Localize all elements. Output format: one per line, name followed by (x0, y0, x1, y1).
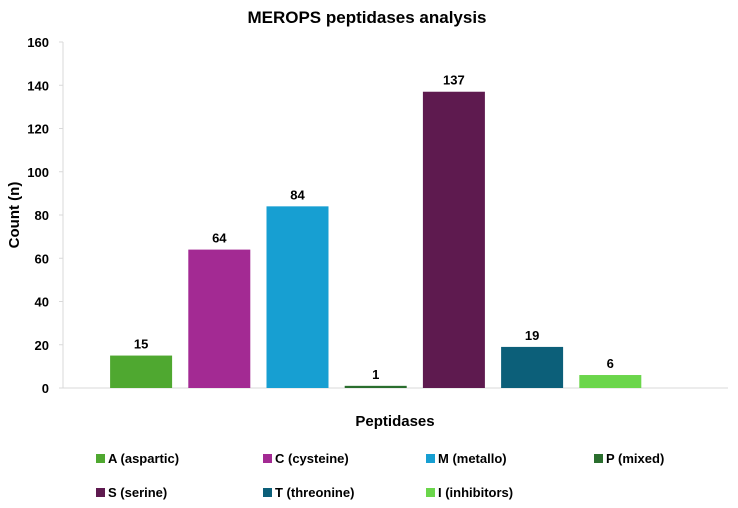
bar-c (188, 249, 251, 388)
y-tick-label: 40 (35, 295, 49, 310)
y-tick-label: 120 (27, 122, 49, 137)
bar-i (579, 375, 642, 388)
legend-label: A (aspartic) (108, 451, 179, 466)
y-tick-label: 0 (42, 381, 49, 396)
bar-p (344, 385, 407, 388)
legend-swatch (263, 488, 272, 497)
legend-swatch (96, 488, 105, 497)
legend-swatch (426, 488, 435, 497)
bar-m (266, 206, 329, 388)
legend-label: P (mixed) (606, 451, 664, 466)
data-label: 1 (372, 367, 379, 382)
y-tick-label: 60 (35, 251, 49, 266)
data-label: 15 (134, 337, 148, 352)
legend-label: M (metallo) (438, 451, 507, 466)
bar-a (110, 355, 173, 388)
legend-label: S (serine) (108, 485, 167, 500)
legend-swatch (263, 454, 272, 463)
data-label: 6 (607, 356, 614, 371)
legend: A (aspartic) C (cysteine) M (metallo) P (mi… (96, 451, 664, 500)
legend-swatch (96, 454, 105, 463)
y-tick-label: 100 (27, 165, 49, 180)
legend-label: T (threonine) (275, 485, 354, 500)
data-label: 64 (212, 231, 227, 246)
legend-label: I (inhibitors) (438, 485, 513, 500)
data-label: 84 (290, 187, 305, 202)
y-axis-title: Count (n) (6, 182, 23, 249)
data-label: 137 (443, 73, 465, 88)
data-label: 19 (525, 328, 539, 343)
bar-s (422, 91, 485, 389)
x-axis-title: Peptidases (355, 413, 434, 430)
legend-swatch (426, 454, 435, 463)
y-axis-ticks: 0 20 40 60 80 100 120 140 160 (27, 35, 63, 396)
legend-swatch (594, 454, 603, 463)
y-tick-label: 140 (27, 78, 49, 93)
data-labels-group: 15 64 84 1 137 19 6 (134, 73, 614, 382)
y-tick-label: 80 (35, 208, 49, 223)
chart-title: MEROPS peptidases analysis (247, 8, 486, 27)
y-tick-label: 20 (35, 338, 49, 353)
bar-t (501, 346, 564, 388)
legend-label: C (cysteine) (275, 451, 349, 466)
bars-group (110, 91, 642, 389)
y-tick-label: 160 (27, 35, 49, 50)
